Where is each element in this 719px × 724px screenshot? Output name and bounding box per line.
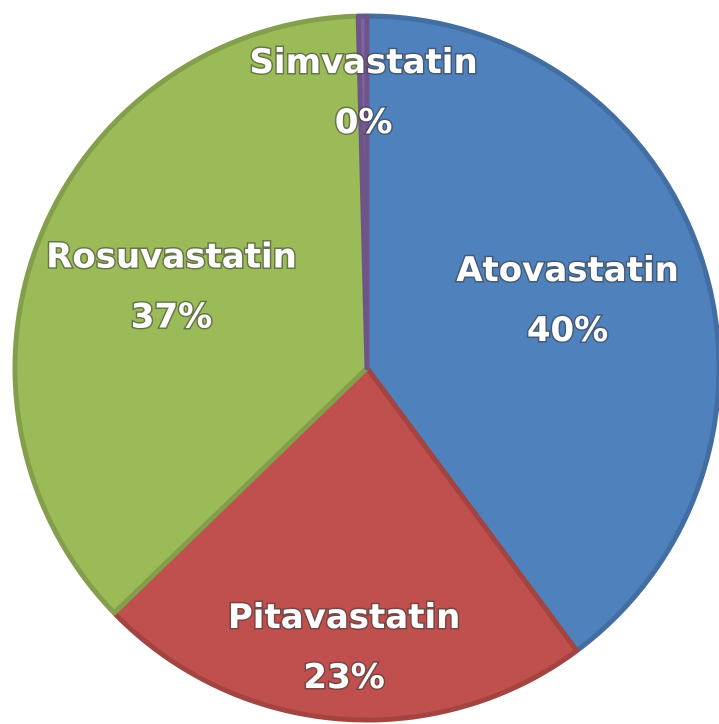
slice-value-label: 23% bbox=[303, 657, 384, 697]
pie-slice bbox=[111, 365, 580, 723]
pie-slice bbox=[355, 13, 370, 371]
slice-value-label: 37% bbox=[131, 297, 212, 337]
slice-label: Pitavastatin bbox=[228, 597, 460, 637]
pie-slice bbox=[364, 13, 719, 654]
slice-label: Atovastatin bbox=[456, 250, 679, 290]
slice-value-label: 40% bbox=[527, 310, 608, 350]
slice-label: Rosuvastatin bbox=[46, 237, 297, 277]
pie-slice bbox=[12, 13, 370, 616]
slice-label: Simvastatin bbox=[249, 42, 477, 82]
slice-value-label: 0% bbox=[335, 102, 393, 142]
